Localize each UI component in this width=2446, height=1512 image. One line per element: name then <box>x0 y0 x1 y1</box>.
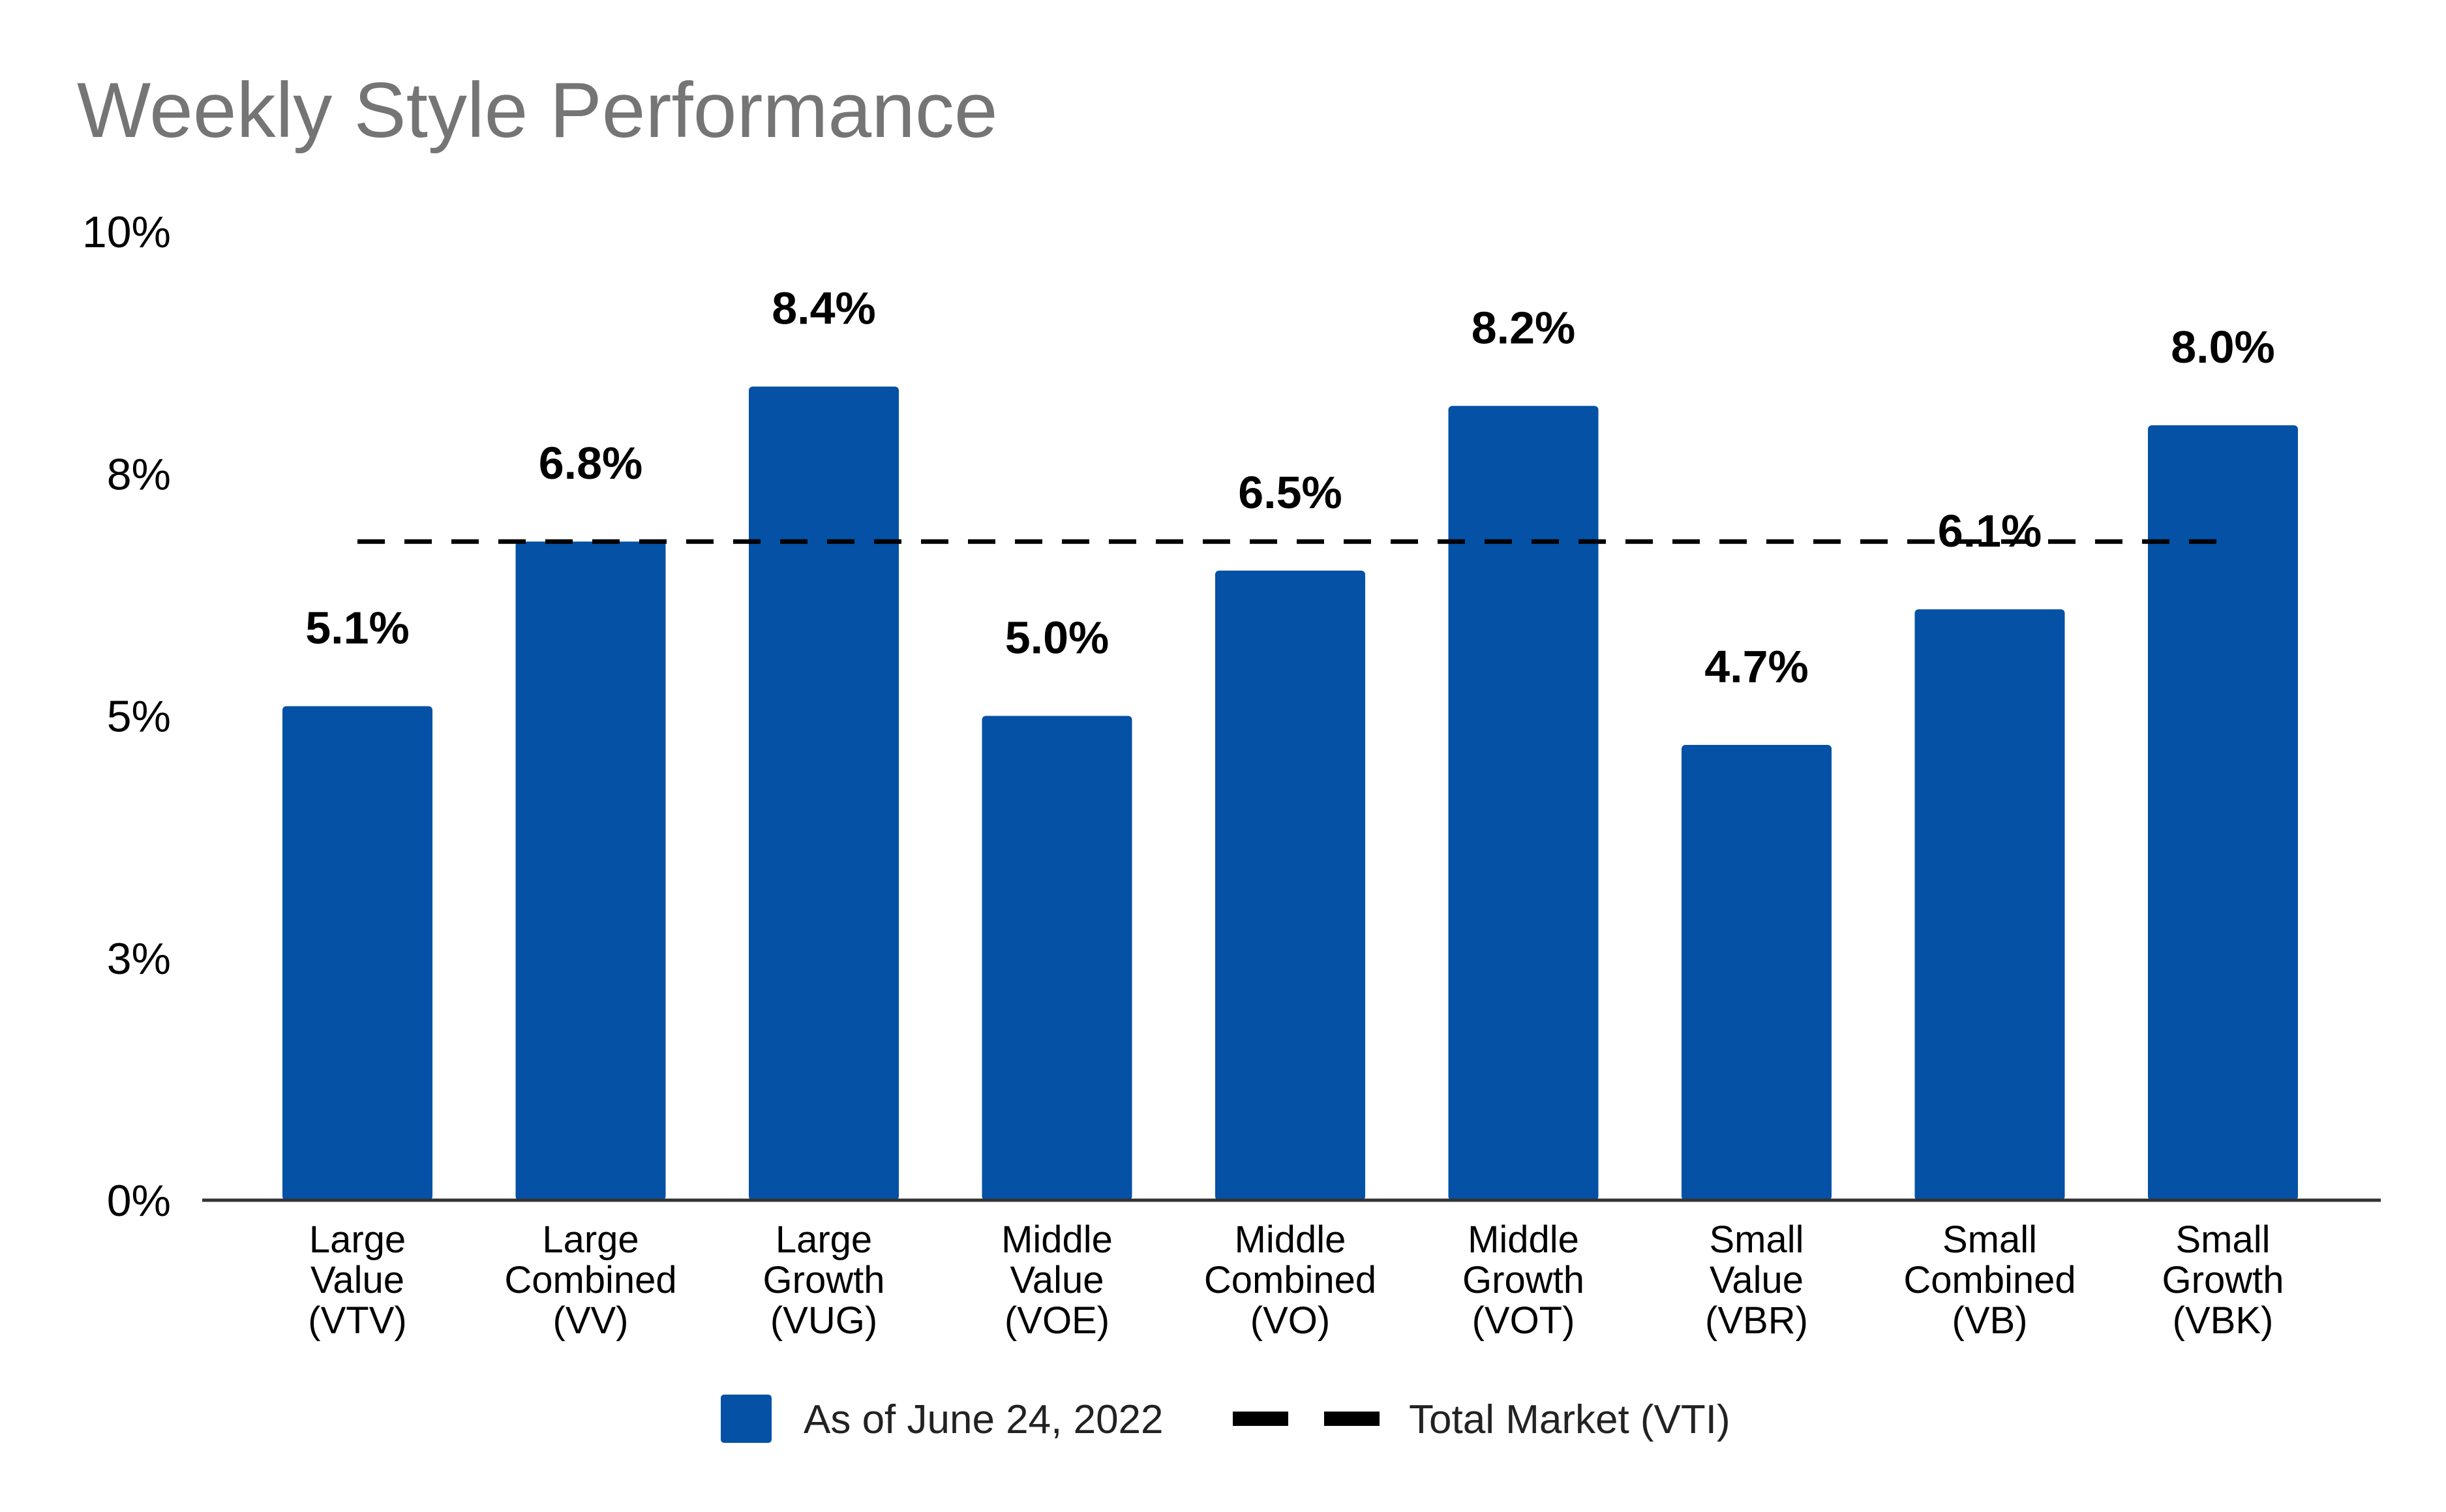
x-tick-label: Growth <box>763 1259 885 1301</box>
bar-value-label: 6.5% <box>1238 467 1342 518</box>
bar <box>2148 425 2298 1200</box>
x-tick-label: Growth <box>2162 1259 2284 1301</box>
x-tick-label: Large <box>542 1218 639 1261</box>
bar-value-label: 6.1% <box>1938 506 2042 556</box>
x-tick-label: Middle <box>1001 1218 1113 1261</box>
bar-value-label: 4.7% <box>1704 641 1809 692</box>
legend-bar-label: As of June 24, 2022 <box>804 1397 1164 1442</box>
x-axis-labels: LargeValue(VTV)LargeCombined(VV)LargeGro… <box>308 1218 2284 1342</box>
y-tick-label: 0% <box>107 1176 171 1226</box>
legend: As of June 24, 2022 Total Market (VTI) <box>721 1395 1730 1443</box>
bars-group <box>282 386 2298 1200</box>
bar-value-label: 5.0% <box>1005 612 1110 663</box>
bar <box>1215 570 1365 1200</box>
bar <box>749 386 899 1200</box>
chart-title: Weekly Style Performance <box>77 67 998 154</box>
bar <box>982 716 1132 1200</box>
bar-value-label: 8.2% <box>1472 302 1576 353</box>
x-tick-label: Middle <box>1235 1218 1346 1261</box>
x-tick-label: Middle <box>1468 1218 1579 1261</box>
y-tick-label: 5% <box>107 692 171 742</box>
x-tick-label: Combined <box>1204 1259 1376 1301</box>
x-tick-label: Value <box>1010 1259 1104 1301</box>
legend-line-label: Total Market (VTI) <box>1409 1397 1730 1442</box>
x-tick-label: Combined <box>1903 1259 2076 1301</box>
x-tick-label: (VOE) <box>1004 1299 1110 1342</box>
y-axis-ticks: 0% 3% 5% 8% 10% <box>82 207 171 1226</box>
x-tick-label: (VB) <box>1952 1299 2028 1342</box>
x-tick-label: (VUG) <box>770 1299 877 1342</box>
legend-bar-swatch <box>721 1395 772 1443</box>
x-tick-label: Value <box>1710 1259 1804 1301</box>
x-tick-label: (VBR) <box>1705 1299 1808 1342</box>
x-tick-label: Small <box>2175 1218 2270 1261</box>
x-tick-label: (VOT) <box>1472 1299 1575 1342</box>
y-tick-label: 8% <box>107 449 171 499</box>
x-tick-label: Large <box>309 1218 406 1261</box>
x-tick-label: Value <box>310 1259 404 1301</box>
x-tick-label: Combined <box>504 1259 676 1301</box>
bar-value-label: 5.1% <box>305 603 410 654</box>
y-tick-label: 3% <box>107 934 171 984</box>
x-tick-label: Small <box>1942 1218 2037 1261</box>
bar-value-label: 6.8% <box>539 438 643 489</box>
x-tick-label: (VV) <box>553 1299 629 1342</box>
x-tick-label: Small <box>1709 1218 1804 1261</box>
bar <box>515 541 666 1200</box>
x-tick-label: Growth <box>1462 1259 1584 1301</box>
x-tick-label: (VBK) <box>2173 1299 2274 1342</box>
x-tick-label: (VTV) <box>308 1299 406 1342</box>
x-tick-label: (VO) <box>1250 1299 1330 1342</box>
bar <box>1448 406 1599 1200</box>
bar-value-label: 8.4% <box>772 283 876 334</box>
bar <box>1914 609 2065 1200</box>
bar <box>282 706 432 1200</box>
x-tick-label: Large <box>776 1218 872 1261</box>
bar-value-label: 8.0% <box>2171 322 2275 372</box>
data-labels-group: 5.1% 6.8% 8.4% 5.0% 6.5% 8.2% 4.7% 6.1% 8.0% <box>305 283 2275 692</box>
y-tick-label: 10% <box>82 207 171 257</box>
bar <box>1682 745 1832 1200</box>
